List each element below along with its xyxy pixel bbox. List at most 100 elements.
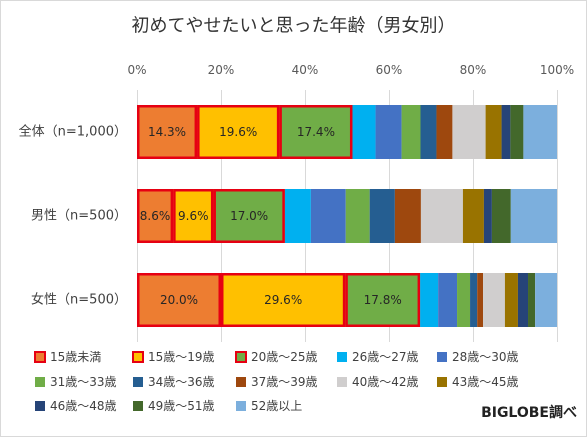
bar-segment [310, 189, 346, 243]
bar-segment [137, 105, 198, 159]
legend-item: 43歳～45歳 [437, 375, 519, 389]
data-label: 20.0% [160, 293, 198, 307]
x-tick-label: 20% [208, 63, 235, 77]
legend-item: 26歳～27歳 [337, 350, 419, 364]
legend-label: 15歳未満 [50, 350, 101, 364]
bar-segment [221, 273, 346, 327]
legend-label: 37歳～39歳 [251, 375, 318, 389]
bar-segment [137, 273, 221, 327]
legend: 15歳未満 15歳～19歳 20歳～25歳 26歳～27歳 28歳～30歳 31歳～33歳… [34, 350, 519, 413]
legend-marker [337, 352, 347, 362]
x-axis-ticks: 0% 20% 40% 60% 80% 100% [127, 63, 574, 77]
bar-segment [420, 189, 463, 243]
legend-label: 43歳～45歳 [452, 375, 519, 389]
bar-segment [420, 105, 437, 159]
bar-segment [284, 189, 311, 243]
bar-segment [483, 273, 505, 327]
legend-item: 34歳～36歳 [133, 375, 215, 389]
highlight-border [345, 273, 421, 327]
bar-segment [345, 273, 421, 327]
bar-segment [462, 189, 484, 243]
legend-marker [235, 351, 247, 363]
legend-label: 31歳～33歳 [50, 375, 117, 389]
legend-marker [437, 352, 447, 362]
data-labels: 14.3% 19.6% 17.4% 8.6% 9.6% 17.0% 20.0% 29.6% 17… [140, 125, 402, 307]
bar-segment [197, 105, 280, 159]
legend-marker [34, 351, 46, 363]
legend-item: 37歳～39歳 [236, 375, 318, 389]
bar-segment [523, 105, 557, 159]
legend-item: 15歳～19歳 [132, 350, 215, 364]
bar-segment [485, 105, 502, 159]
data-label: 19.6% [219, 125, 257, 139]
legend-marker [35, 401, 45, 411]
bar-segment [535, 273, 557, 327]
legend-marker [437, 377, 447, 387]
legend-label: 40歳～42歳 [352, 375, 419, 389]
legend-marker [337, 377, 347, 387]
category-axis: 全体（n=1,000） 男性（n=500） 女性（n=500） [19, 124, 127, 308]
bar-segment [394, 189, 421, 243]
bar-segment [528, 273, 536, 327]
bar-segment [279, 105, 353, 159]
legend-label: 52歳以上 [251, 399, 302, 413]
legend-marker [35, 377, 45, 387]
legend-item: 20歳～25歳 [235, 350, 318, 364]
bars [137, 105, 557, 327]
legend-item: 31歳～33歳 [35, 375, 117, 389]
data-label: 14.3% [148, 125, 186, 139]
x-tick-label: 100% [540, 63, 574, 77]
highlight-border [197, 105, 280, 159]
bar-segment [457, 273, 471, 327]
x-tick-label: 40% [292, 63, 319, 77]
category-label: 全体（n=1,000） [19, 124, 127, 140]
legend-label: 15歳～19歳 [148, 350, 215, 364]
bar-segment [436, 105, 453, 159]
highlight-border [279, 105, 353, 159]
data-label: 29.6% [264, 293, 302, 307]
x-tick-label: 0% [127, 63, 146, 77]
legend-label: 46歳～48歳 [50, 399, 117, 413]
data-label: 8.6% [140, 209, 171, 223]
legend-label: 26歳～27歳 [352, 350, 419, 364]
category-label: 女性（n=500） [31, 292, 127, 308]
bar-segment [452, 105, 486, 159]
x-tick-label: 80% [460, 63, 487, 77]
highlight-border [137, 189, 174, 243]
legend-item: 46歳～48歳 [35, 399, 117, 413]
legend-label: 34歳～36歳 [148, 375, 215, 389]
bar-segment [137, 189, 174, 243]
bar-segment [401, 105, 421, 159]
x-tick-label: 60% [376, 63, 403, 77]
legend-marker [132, 351, 144, 363]
data-label: 17.8% [364, 293, 402, 307]
bar-segment [369, 189, 395, 243]
chart-title: 初めてやせたいと思った年齢（男女別） [132, 16, 456, 37]
legend-marker [133, 401, 143, 411]
legend-marker [236, 401, 246, 411]
legend-item: 40歳～42歳 [337, 375, 419, 389]
legend-marker [133, 377, 143, 387]
bar-segment [345, 189, 370, 243]
highlight-border [213, 189, 285, 243]
legend-item: 49歳～51歳 [133, 399, 215, 413]
highlight-border [173, 189, 214, 243]
bar-segment [517, 273, 529, 327]
bar-segment [510, 189, 557, 243]
bar-segment [504, 273, 518, 327]
bar-segment [510, 105, 524, 159]
bar-segment [352, 105, 376, 159]
bar-segment [477, 273, 484, 327]
bar-segment [470, 273, 478, 327]
legend-item: 28歳～30歳 [437, 350, 519, 364]
bar-segment [375, 105, 402, 159]
highlight-border [221, 273, 346, 327]
bar-segment [420, 273, 439, 327]
legend-label: 28歳～30歳 [452, 350, 519, 364]
legend-item: 15歳未満 [34, 350, 101, 364]
data-label: 17.4% [297, 125, 335, 139]
highlight-border [137, 105, 198, 159]
bar-segment [491, 189, 511, 243]
bar-segment [213, 189, 285, 243]
